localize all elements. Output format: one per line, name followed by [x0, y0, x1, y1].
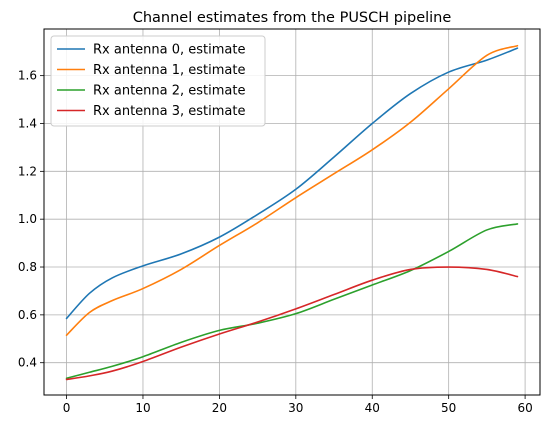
legend-label: Rx antenna 2, estimate	[93, 84, 245, 99]
legend-label: Rx antenna 1, estimate	[93, 63, 245, 78]
y-tick-label: 1.2	[18, 164, 37, 178]
x-tick-label: 60	[517, 401, 532, 415]
y-tick-label: 0.6	[18, 308, 37, 322]
x-tick-label: 50	[441, 401, 456, 415]
x-tick-label: 20	[212, 401, 227, 415]
y-tick-label: 1.0	[18, 212, 37, 226]
y-tick-label: 0.4	[18, 356, 37, 370]
x-tick-label: 10	[135, 401, 150, 415]
x-tick-label: 0	[63, 401, 71, 415]
plot-frame	[43, 28, 541, 396]
legend-label: Rx antenna 0, estimate	[93, 43, 245, 58]
chart-title: Channel estimates from the PUSCH pipelin…	[133, 10, 452, 26]
x-tick-label: 30	[288, 401, 303, 415]
legend-label: Rx antenna 3, estimate	[93, 104, 245, 119]
y-tick-label: 1.4	[18, 116, 37, 130]
series-line-rx-antenna-3	[65, 266, 519, 381]
series-line-rx-antenna-0	[65, 47, 519, 320]
x-tick-label: 40	[365, 401, 380, 415]
y-tick-label: 1.6	[18, 69, 37, 83]
series-line-rx-antenna-2	[65, 223, 519, 380]
y-tick-label: 0.8	[18, 260, 37, 274]
legend: Rx antenna 0, estimate Rx antenna 1, esti…	[50, 35, 266, 127]
series-lines	[65, 44, 519, 381]
axes: 0 10 20 30 40 50 60 0.4 0.6 0.8 1.0 1.2 1.4 1.6	[18, 69, 533, 415]
legend-box	[50, 35, 266, 127]
series-line-rx-antenna-1	[65, 44, 519, 336]
